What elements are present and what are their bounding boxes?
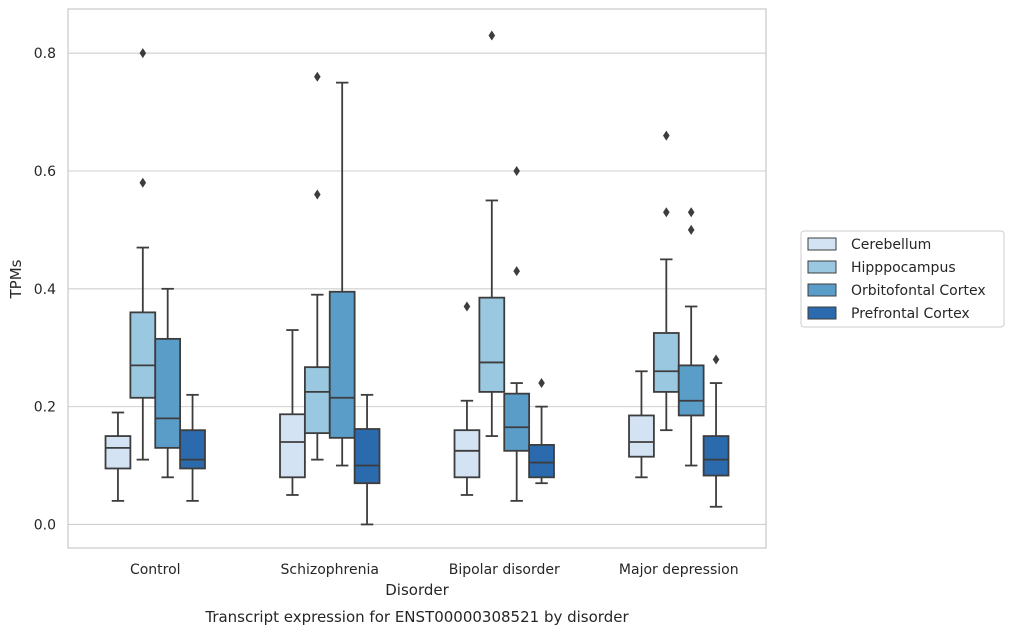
box-iqr	[129, 311, 157, 399]
outlier-point	[687, 224, 695, 235]
box-cerebellum-1	[279, 329, 306, 496]
box-orbitofontal-cortex-1	[328, 81, 356, 467]
box-iqr	[328, 290, 356, 439]
box-iqr	[303, 366, 331, 435]
box-iqr	[279, 413, 306, 479]
box-prefrontal-cortex-0	[179, 393, 206, 502]
box-orbitofontal-cortex-0	[154, 287, 182, 479]
legend-label: Cerebellum	[851, 237, 931, 253]
outlier-point	[513, 266, 520, 277]
y-axis-ticks: 0.0 0.2 0.4 0.6 0.8	[34, 46, 56, 533]
y-tick-label: 0.6	[34, 164, 56, 180]
y-tick-label: 0.2	[34, 400, 56, 416]
box-orbitofontal-cortex-3	[677, 207, 705, 467]
box-iqr	[503, 392, 531, 452]
outlier-point	[139, 48, 147, 59]
x-axis-ticks: Control Schizophrenia Bipolar disorder Majo…	[130, 562, 739, 578]
legend-swatch	[807, 237, 837, 251]
legend-swatch	[807, 306, 837, 320]
box-iqr	[154, 337, 182, 449]
y-tick-label: 0.4	[34, 282, 56, 298]
plot-frame	[67, 8, 767, 549]
box-iqr	[702, 435, 730, 477]
outlier-point	[314, 189, 321, 200]
legend-frame	[800, 230, 1005, 328]
legend-label: Prefrontal Cortex	[851, 306, 970, 322]
outlier-point	[663, 130, 670, 141]
outlier-point	[663, 207, 670, 218]
box-cerebellum-3	[628, 370, 655, 479]
legend-label: Orbitofontal Cortex	[851, 283, 986, 299]
x-tick-label: Control	[130, 562, 181, 578]
box-iqr	[453, 429, 481, 479]
box-iqr	[478, 296, 506, 393]
legend-label: Hipppocampus	[851, 260, 956, 276]
outlier-point	[712, 354, 720, 365]
box-hipppocampus-2	[478, 30, 506, 437]
outlier-point	[538, 378, 545, 389]
outlier-point	[314, 71, 321, 82]
x-tick-label: Schizophrenia	[281, 562, 379, 578]
box-hipppocampus-1	[303, 71, 331, 461]
box-orbitofontal-cortex-2	[503, 165, 531, 502]
y-axis-label: TPMs	[7, 259, 25, 299]
box-iqr	[353, 428, 381, 485]
outlier-point	[687, 207, 695, 218]
box-iqr	[652, 332, 680, 393]
box-prefrontal-cortex-3	[702, 354, 730, 508]
box-iqr	[179, 429, 206, 470]
x-axis-label: Disorder	[385, 581, 449, 599]
y-tick-label: 0.0	[34, 517, 56, 533]
legend-swatch	[807, 260, 837, 274]
legend-swatch	[807, 283, 837, 297]
box-hipppocampus-3	[652, 130, 680, 432]
box-iqr	[104, 435, 132, 470]
box-iqr	[528, 444, 555, 479]
box-iqr	[677, 364, 705, 417]
box-cerebellum-2	[453, 301, 481, 496]
box-iqr	[628, 414, 655, 458]
legend: Cerebellum Hipppocampus Orbitofontal Corte…	[800, 230, 1005, 328]
box-prefrontal-cortex-2	[528, 378, 555, 485]
outlier-point	[513, 165, 520, 176]
box-cerebellum-0	[104, 411, 132, 502]
outlier-point	[139, 177, 147, 188]
x-tick-label: Bipolar disorder	[449, 562, 560, 578]
chart-caption: Transcript expression for ENST0000030852…	[204, 608, 629, 626]
box-prefrontal-cortex-1	[353, 393, 381, 526]
box-hipppocampus-0	[129, 48, 157, 461]
outlier-point	[488, 30, 496, 41]
boxes-layer	[104, 30, 730, 526]
x-tick-label: Major depression	[619, 562, 739, 578]
outlier-point	[463, 301, 471, 312]
y-tick-label: 0.8	[34, 46, 56, 62]
gridlines	[68, 52, 766, 525]
